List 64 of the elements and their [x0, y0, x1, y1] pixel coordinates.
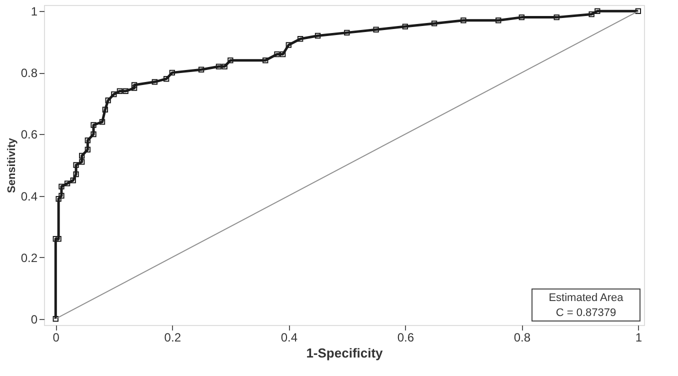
- point: [297, 36, 304, 42]
- point: [52, 316, 58, 322]
- point: [460, 18, 466, 24]
- y-tick-label: 0: [30, 312, 38, 326]
- point: [56, 236, 62, 242]
- point: [58, 184, 64, 190]
- point: [198, 66, 204, 72]
- point: [286, 42, 292, 48]
- point: [52, 236, 58, 242]
- point: [152, 79, 158, 85]
- point: [84, 146, 91, 152]
- x-tick-label: 0.6: [397, 330, 414, 344]
- point: [90, 131, 96, 138]
- point: [216, 64, 222, 70]
- y-tick-label: 0.4: [20, 189, 38, 204]
- annotation: Estimated Area: [548, 292, 624, 304]
- y-tick-label: 0.8: [20, 66, 38, 80]
- point: [122, 88, 128, 94]
- point: [116, 88, 123, 94]
- point: [70, 178, 76, 184]
- point: [102, 106, 108, 112]
- point: [402, 24, 408, 30]
- point: [99, 119, 106, 125]
- point: [588, 11, 594, 18]
- point: [262, 58, 268, 64]
- x-tick-label: 0.4: [280, 330, 298, 344]
- point: [373, 26, 379, 32]
- point: [84, 138, 91, 144]
- point: [56, 196, 62, 202]
- point: [58, 192, 64, 199]
- y-tick-label: 0.2: [20, 250, 38, 265]
- point: [79, 159, 85, 165]
- y-tick-label: 0.6: [20, 128, 38, 142]
- x-tick-label: 0.8: [514, 330, 531, 344]
- point: [111, 91, 117, 98]
- point: [64, 180, 70, 186]
- point: [274, 51, 280, 58]
- point: [518, 14, 525, 20]
- point: [280, 51, 286, 58]
- point: [431, 20, 438, 26]
- point: [90, 122, 96, 128]
- point: [163, 76, 170, 82]
- point: [554, 14, 560, 20]
- x-axis-title: 1-Specificity: [306, 346, 384, 360]
- x-tick-label: 0.2: [164, 330, 182, 344]
- point: [496, 18, 502, 24]
- point: [635, 8, 642, 14]
- point: [131, 85, 138, 91]
- point: [131, 82, 138, 88]
- point: [228, 58, 234, 64]
- point: [169, 70, 175, 76]
- x-tick-label: 0: [52, 330, 60, 344]
- point: [594, 8, 600, 14]
- y-tick-label: 1: [30, 4, 38, 19]
- annotation: C = 0.87379: [556, 307, 616, 319]
- point: [222, 64, 228, 70]
- point: [79, 152, 85, 159]
- y-axis-title: Sensitivity: [6, 137, 18, 194]
- point: [105, 98, 111, 104]
- point: [314, 32, 321, 39]
- point: [73, 162, 79, 168]
- x-tick-label: 1: [635, 330, 642, 344]
- point: [73, 171, 79, 178]
- point: [344, 30, 350, 36]
